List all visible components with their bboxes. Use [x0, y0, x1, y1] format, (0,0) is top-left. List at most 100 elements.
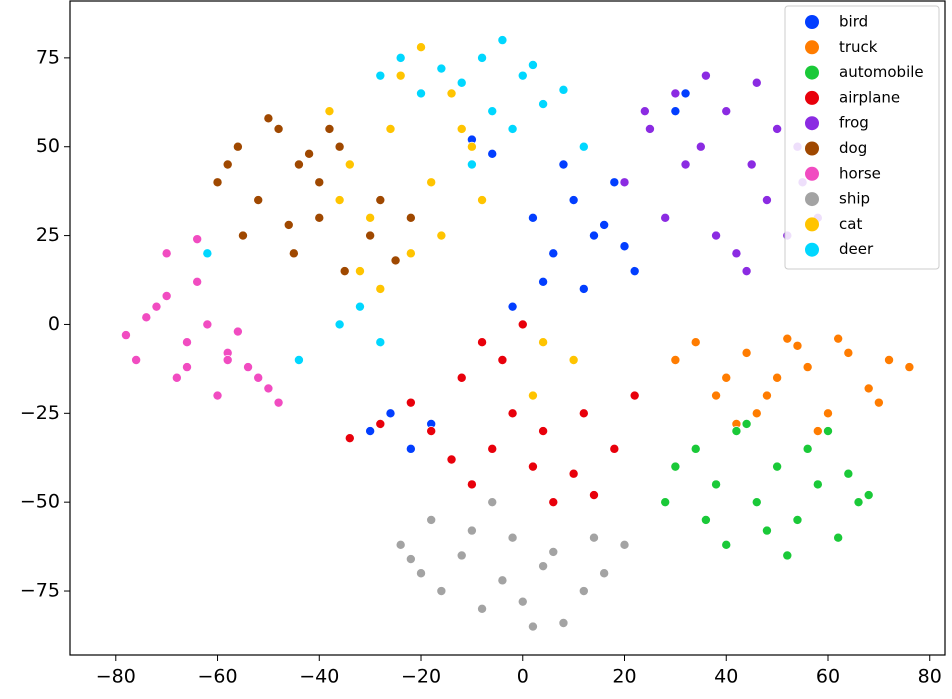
point [761, 390, 772, 401]
point [843, 468, 854, 479]
point [161, 248, 172, 259]
legend-marker [805, 65, 819, 80]
point [822, 408, 833, 419]
x-tick-label: −40 [299, 666, 339, 688]
y-tick-label: 75 [36, 46, 60, 68]
point [741, 266, 752, 277]
legend-label: truck [839, 38, 878, 56]
point [619, 241, 630, 252]
point [731, 248, 742, 259]
point [324, 106, 335, 117]
point [426, 177, 437, 188]
point [619, 539, 630, 550]
point [263, 383, 274, 394]
point [365, 426, 376, 437]
point [644, 123, 655, 134]
point [863, 383, 874, 394]
point [792, 340, 803, 351]
point [487, 106, 498, 117]
point [812, 479, 823, 490]
point [477, 52, 488, 63]
point [497, 354, 508, 365]
point [527, 59, 538, 70]
point [843, 347, 854, 358]
y-tick-label: −25 [20, 402, 60, 424]
point [466, 525, 477, 536]
point [822, 426, 833, 437]
point [497, 575, 508, 586]
point [833, 532, 844, 543]
point [334, 141, 345, 152]
point [548, 497, 559, 508]
point [517, 70, 528, 81]
point [385, 123, 396, 134]
point [288, 248, 299, 259]
point [873, 397, 884, 408]
point [507, 408, 518, 419]
point [375, 418, 386, 429]
plot-frame [69, 0, 946, 656]
point [568, 195, 579, 206]
point [436, 586, 447, 597]
point [680, 159, 691, 170]
point [670, 461, 681, 472]
point [385, 408, 396, 419]
point [609, 443, 620, 454]
point [629, 266, 640, 277]
point [202, 319, 213, 330]
y-tick-label: −75 [20, 580, 60, 602]
y-tick-label: 50 [36, 135, 60, 157]
point [904, 362, 915, 373]
point [507, 532, 518, 543]
point [527, 390, 538, 401]
point [436, 63, 447, 74]
point [263, 113, 274, 124]
y-tick-label: −50 [20, 491, 60, 513]
point [538, 561, 549, 572]
point [721, 106, 732, 117]
legend-marker [805, 217, 819, 232]
point [375, 195, 386, 206]
point [456, 372, 467, 383]
point [721, 539, 732, 550]
point [588, 532, 599, 543]
point [446, 454, 457, 465]
x-tick-label: −20 [401, 666, 441, 688]
point [538, 276, 549, 287]
point [782, 550, 793, 561]
point [222, 159, 233, 170]
point [802, 443, 813, 454]
point [568, 468, 579, 479]
point [273, 123, 284, 134]
point [558, 618, 569, 629]
point [599, 219, 610, 230]
point [741, 418, 752, 429]
point [711, 230, 722, 241]
legend-marker [805, 192, 819, 207]
point [497, 35, 508, 46]
point [578, 141, 589, 152]
point [487, 443, 498, 454]
point [141, 312, 152, 323]
point [527, 621, 538, 632]
point [695, 141, 706, 152]
point [477, 603, 488, 614]
legend-label: dog [839, 139, 867, 157]
point [578, 586, 589, 597]
point [354, 266, 365, 277]
point [232, 141, 243, 152]
point [293, 354, 304, 365]
point [192, 276, 203, 287]
point [390, 255, 401, 266]
point [507, 301, 518, 312]
legend-marker [805, 166, 819, 181]
point [639, 106, 650, 117]
legend-label: cat [839, 215, 862, 233]
point [120, 330, 131, 341]
point [802, 362, 813, 373]
point [578, 283, 589, 294]
point [293, 159, 304, 170]
point [466, 479, 477, 490]
legend-label: deer [839, 240, 874, 258]
